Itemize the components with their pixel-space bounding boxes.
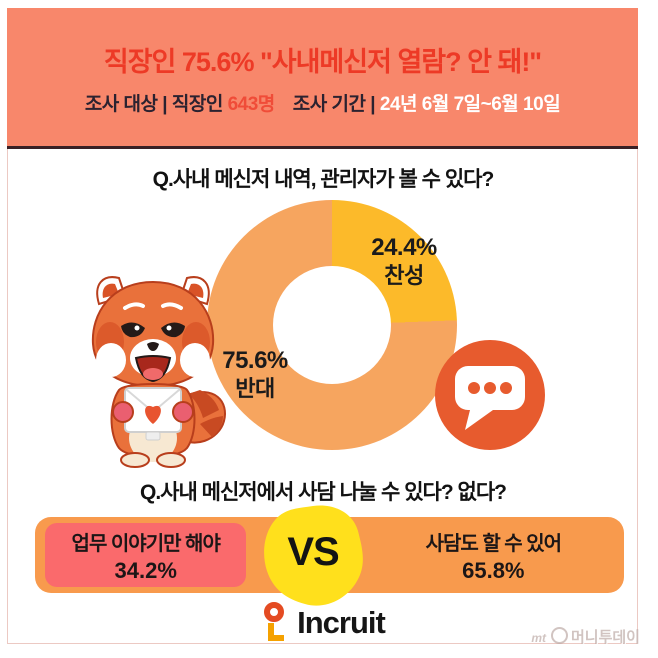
survey-period-value: 24년 6월 7일~6월 10일: [379, 94, 561, 115]
red-panda-mascot-icon: [91, 276, 226, 468]
incruit-logo-text: Incruit: [297, 605, 386, 640]
vs-text: VS: [287, 530, 339, 574]
survey-period-label: 조사 기간 |: [292, 94, 376, 115]
incruit-logo: Incruit: [8, 601, 638, 643]
watermark-text: 머니투데이: [570, 629, 640, 646]
moneytoday-watermark: mt 머니투데이: [531, 626, 640, 647]
vs-badge: VS: [258, 504, 368, 606]
header-banner: 직장인 75.6% "사내메신저 열람? 안 돼!" 조사 대상 | 직장인 6…: [7, 8, 638, 149]
watermark-prefix: mt: [531, 631, 546, 645]
chat-bubble-icon: [435, 340, 545, 450]
moneytoday-logo-icon: [550, 627, 568, 644]
incruit-symbol-icon: [264, 602, 285, 641]
approve-percentage: 24.4%: [371, 234, 437, 261]
donut-label-approve: 24.4% 찬성: [349, 234, 459, 290]
question-donut: Q.사내 메신저 내역, 관리자가 볼 수 있다?: [152, 168, 495, 191]
approve-text: 찬성: [384, 263, 424, 288]
donut-label-oppose: 75.6% 반대: [200, 347, 310, 403]
vs-left-label: 업무 이야기만 해야: [71, 532, 221, 555]
survey-meta: 조사 대상 | 직장인 643명 조사 기간 | 24년 6월 7일~6월 10일: [7, 89, 638, 116]
vs-blob-icon: [264, 505, 363, 606]
oppose-percentage: 75.6%: [222, 347, 288, 374]
vs-right-segment: 사담도 할 수 있어 65.8%: [377, 517, 610, 593]
survey-target-value: 643명: [227, 94, 276, 115]
vs-right-value: 65.8%: [462, 557, 525, 583]
page-title: 직장인 75.6% "사내메신저 열람? 안 돼!": [103, 47, 542, 77]
donut-hole: [273, 266, 391, 384]
oppose-text: 반대: [235, 376, 275, 401]
question-vs: Q.사내 메신저에서 사담 나눌 수 있다? 없다?: [140, 481, 507, 504]
vs-left-value: 34.2%: [114, 557, 177, 583]
survey-target-label: 조사 대상 | 직장인: [84, 94, 224, 115]
vs-right-label: 사담도 할 수 있어: [425, 532, 562, 555]
vs-left-segment: 업무 이야기만 해야 34.2%: [45, 523, 247, 587]
donut-chart: [207, 200, 457, 450]
